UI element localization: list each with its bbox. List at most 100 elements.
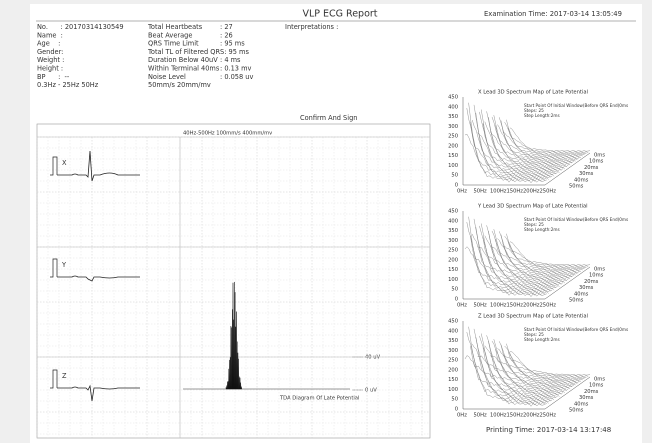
spectrum-line xyxy=(473,328,555,401)
map-ytick: 150 xyxy=(448,267,458,273)
map-ztick: 40ms xyxy=(574,177,589,183)
patient-field: Gender: xyxy=(37,48,63,56)
spectrum-line xyxy=(482,237,564,285)
map-ytick: 100 xyxy=(448,163,458,169)
map-ytick: 250 xyxy=(448,358,458,364)
spectrum-line xyxy=(472,233,553,292)
spectrum-line xyxy=(468,102,549,181)
patient-field: Weight : xyxy=(37,56,64,64)
patient-field: Height : xyxy=(37,65,63,73)
measure-value: : 27 xyxy=(220,23,233,31)
map-ytick: 450 xyxy=(448,319,458,325)
map-xtick: 0Hz xyxy=(457,413,467,419)
map-ztick: 50ms xyxy=(569,298,584,304)
map-xtick: 100Hz xyxy=(490,413,507,419)
patient-field: BP : -- xyxy=(37,73,70,81)
map-ztick: 10ms xyxy=(589,383,604,389)
map-xtick: 150Hz xyxy=(507,189,524,195)
map-xtick: 200Hz xyxy=(523,303,540,309)
map-xtick: 200Hz xyxy=(523,189,540,195)
spectrum-line xyxy=(470,235,551,293)
spectrum-line xyxy=(500,344,582,382)
lead-label: X xyxy=(62,159,67,167)
map-ytick: 300 xyxy=(448,124,458,130)
spectrum-line xyxy=(472,119,553,179)
map-xtick: 250Hz xyxy=(540,413,557,419)
measure-label: Duration Below 40uV xyxy=(148,56,218,64)
lead-label: Y xyxy=(61,261,67,269)
map-title: Z Lead 3D Spectrum Map of Late Potential xyxy=(478,314,588,320)
map-note: Step Length:2ms xyxy=(524,113,560,118)
map-ytick: 0 xyxy=(455,407,458,413)
map-ztick: 0ms xyxy=(594,153,605,159)
spectrum-line xyxy=(490,131,571,166)
map-note: Start Point Of Initial Window(Before QRS… xyxy=(524,103,628,108)
spectrum-line xyxy=(470,345,551,403)
map-xtick: 100Hz xyxy=(490,189,507,195)
spectrum-line xyxy=(502,131,583,157)
patient-field: Name : xyxy=(37,31,63,39)
spectrum-line xyxy=(500,234,582,273)
map-ztick: 10ms xyxy=(589,273,604,279)
map-xtick: 250Hz xyxy=(540,303,557,309)
spectrum-line xyxy=(473,218,555,291)
map-note: Steps: 25 xyxy=(524,108,544,113)
map-ztick: 0ms xyxy=(594,267,605,273)
map-ytick: 400 xyxy=(448,104,458,110)
map-ytick: 250 xyxy=(448,134,458,140)
map-ztick: 50ms xyxy=(569,184,584,190)
measure-value: : 0.058 uv xyxy=(220,73,253,81)
map-ztick: 40ms xyxy=(574,401,589,407)
spectrum-line xyxy=(479,225,560,287)
level-label: 0 uV xyxy=(365,388,377,394)
spectrum-line xyxy=(486,335,567,392)
spectrum-line xyxy=(508,351,589,377)
spectrum-line xyxy=(482,123,564,171)
report-title: VLP ECG Report xyxy=(302,9,377,20)
map-ztick: 30ms xyxy=(579,285,594,291)
spectrum-line xyxy=(497,238,578,275)
spectrum-line xyxy=(468,326,549,405)
spectrum-line xyxy=(473,104,555,177)
spectrum-line xyxy=(490,245,571,280)
map-xtick: 0Hz xyxy=(457,303,467,309)
spectrum-line xyxy=(464,246,546,297)
spectrum-line xyxy=(464,134,546,184)
patient-field: 0.3Hz - 25Hz 50Hz xyxy=(37,81,99,89)
map-ytick: 300 xyxy=(448,348,458,354)
spectrum-line xyxy=(468,216,549,295)
spectrum-line xyxy=(466,332,547,406)
spectrum-line xyxy=(470,121,551,180)
spectrum-line xyxy=(508,241,589,268)
spectrum-line xyxy=(493,339,574,387)
spectrum-line xyxy=(481,333,562,396)
map-ytick: 200 xyxy=(448,143,458,149)
interpretations: Interpretations : xyxy=(285,23,338,31)
spectrum-line xyxy=(497,348,578,385)
map-note: Steps: 25 xyxy=(524,332,544,337)
spectrum-line xyxy=(502,355,583,381)
spectrum-line xyxy=(509,127,591,152)
map-note: Start Point Of Initial Window(Before QRS… xyxy=(524,327,628,332)
spectrum-line xyxy=(490,355,571,390)
map-title: Y Lead 3D Spectrum Map of Late Potential xyxy=(477,204,588,210)
spectrum-line xyxy=(499,117,580,160)
map-ytick: 50 xyxy=(451,287,458,293)
spectrum-line xyxy=(493,115,574,164)
spectrum-line xyxy=(491,116,573,165)
map-ytick: 400 xyxy=(448,328,458,334)
measure-label: Beat Average xyxy=(148,31,192,39)
confirm-sign: Confirm And Sign xyxy=(300,114,357,122)
spectrum-line xyxy=(504,236,585,270)
map-note: Step Length:2ms xyxy=(524,337,560,342)
map-ytick: 100 xyxy=(448,277,458,283)
map-note: Step Length:2ms xyxy=(524,227,560,232)
map-ytick: 350 xyxy=(448,338,458,344)
calibration xyxy=(50,258,58,278)
spectrum-line xyxy=(495,349,576,386)
map-xtick: 150Hz xyxy=(507,303,524,309)
spectrum-line xyxy=(475,336,556,399)
map-ztick: 10ms xyxy=(589,159,604,165)
spectrum-line xyxy=(475,112,556,176)
spectrum-line xyxy=(506,343,587,379)
